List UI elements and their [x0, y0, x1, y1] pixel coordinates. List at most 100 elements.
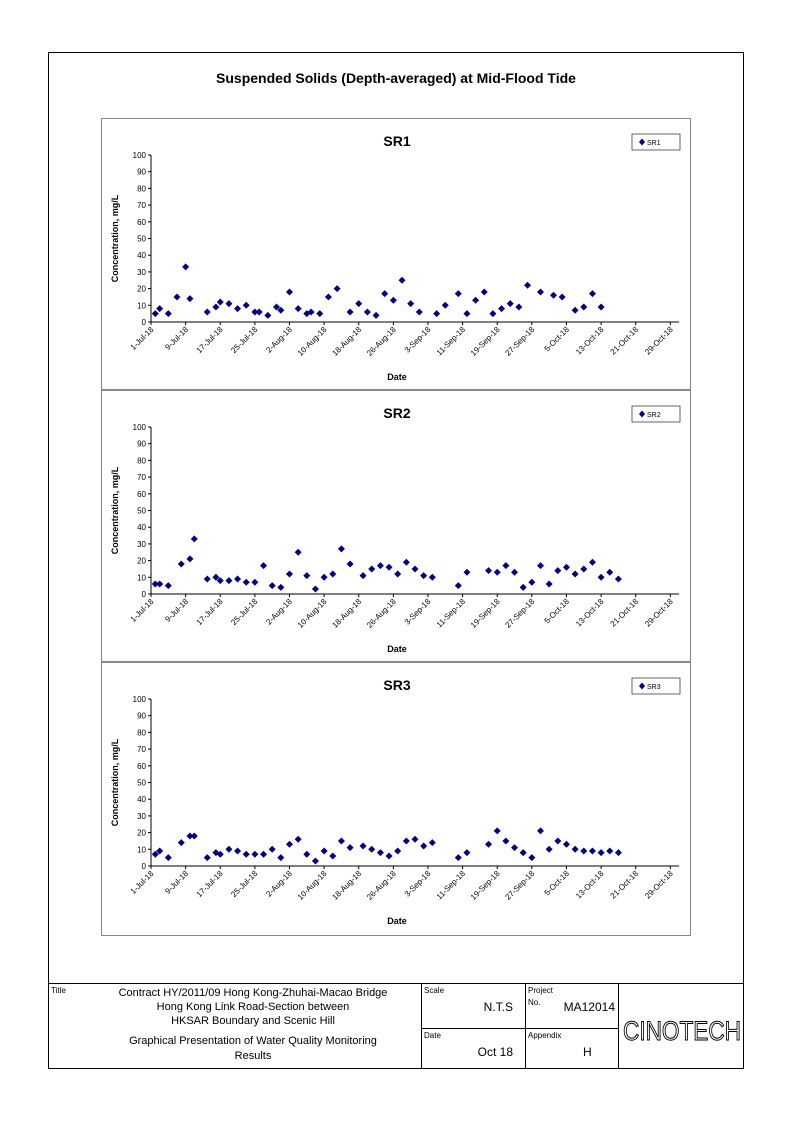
data-point	[346, 844, 354, 852]
x-axis-title: Date	[387, 916, 407, 926]
data-point	[368, 565, 376, 573]
x-tick-label: 27-Sep-18	[503, 325, 536, 358]
x-axis-title: Date	[387, 644, 407, 654]
logo-text: CINOTECH	[623, 1016, 741, 1046]
data-point	[588, 558, 596, 566]
data-point	[614, 575, 622, 583]
data-point	[562, 563, 570, 571]
data-point	[454, 290, 462, 298]
data-point	[463, 568, 471, 576]
x-tick-label: 13-Oct-18	[574, 325, 606, 357]
data-point	[588, 847, 596, 855]
data-point	[225, 577, 233, 585]
x-tick-label: 11-Sep-18	[435, 597, 468, 630]
x-tick-label: 26-Aug-18	[365, 597, 398, 630]
data-point	[260, 850, 268, 858]
data-point	[614, 849, 622, 857]
x-tick-label: 29-Oct-18	[643, 869, 675, 901]
y-tick-label: 100	[133, 423, 147, 432]
scale-cell: Scale N.T.S	[421, 983, 526, 1029]
y-tick-label: 30	[137, 812, 146, 821]
data-point	[303, 572, 311, 580]
x-tick-label: 11-Sep-18	[435, 325, 468, 358]
data-point	[164, 310, 172, 318]
y-axis-title: Concentration, mg/L	[110, 194, 120, 282]
data-point	[329, 852, 337, 860]
data-point	[203, 854, 211, 862]
data-point	[216, 577, 224, 585]
data-point	[234, 305, 242, 313]
data-point	[337, 545, 345, 553]
chart-title: SR2	[383, 405, 410, 421]
data-point	[597, 849, 605, 857]
data-point	[216, 850, 224, 858]
data-point	[545, 845, 553, 853]
appendix-label: Appendix	[528, 1031, 562, 1040]
data-point	[285, 288, 293, 296]
data-point	[524, 281, 532, 289]
data-point	[234, 847, 242, 855]
project-value: MA12014	[563, 1000, 615, 1014]
data-point	[549, 291, 557, 299]
x-tick-label: 18-Aug-18	[330, 869, 363, 902]
data-point	[433, 310, 441, 318]
data-point	[402, 837, 410, 845]
data-point	[273, 303, 281, 311]
data-point	[562, 840, 570, 848]
data-point	[485, 567, 493, 575]
data-point	[428, 573, 436, 581]
data-point	[251, 850, 259, 858]
x-tick-label: 2-Aug-18	[264, 597, 294, 627]
legend-marker	[639, 682, 645, 690]
project-cell: Project No. MA12014	[525, 983, 619, 1029]
x-axis-title: Date	[387, 372, 407, 382]
data-point	[463, 310, 471, 318]
data-point	[182, 263, 190, 271]
data-point	[260, 562, 268, 570]
data-point	[528, 854, 536, 862]
y-tick-label: 0	[142, 590, 147, 599]
y-tick-label: 60	[137, 218, 146, 227]
data-point	[493, 827, 501, 835]
x-tick-label: 2-Aug-18	[264, 325, 294, 355]
data-point	[324, 293, 332, 301]
data-point	[571, 845, 579, 853]
data-point	[320, 847, 328, 855]
data-point	[156, 305, 164, 313]
data-point	[454, 582, 462, 590]
data-point	[285, 570, 293, 578]
logo-cell: CINOTECH	[618, 983, 744, 1069]
data-point	[511, 844, 519, 852]
data-point	[515, 303, 523, 311]
data-point	[225, 300, 233, 308]
y-tick-label: 70	[137, 473, 146, 482]
data-point	[359, 842, 367, 850]
date-label: Date	[424, 1031, 441, 1040]
y-tick-label: 10	[137, 301, 146, 310]
data-point	[441, 301, 449, 309]
x-tick-label: 21-Oct-18	[609, 325, 641, 357]
contract-title-line-2: Hong Kong Link Road-Section between	[156, 1001, 350, 1013]
y-tick-label: 50	[137, 779, 146, 788]
y-tick-label: 100	[133, 695, 147, 704]
x-tick-label: 17-Jul-18	[195, 869, 225, 899]
data-point	[316, 310, 324, 318]
data-point	[415, 308, 423, 316]
x-tick-label: 10-Aug-18	[296, 325, 329, 358]
chart-panel-sr3: SR3 0 10 20 30 40 50 60 70 80 90 100 1-Jul-18 9-Jul-1…	[101, 662, 691, 936]
contract-title-line-3: HKSAR Boundary and Scenic Hill	[171, 1015, 335, 1027]
y-tick-label: 30	[137, 540, 146, 549]
y-tick-label: 20	[137, 829, 146, 838]
chart-title: SR1	[383, 133, 410, 149]
data-point	[588, 290, 596, 298]
y-tick-label: 90	[137, 440, 146, 449]
data-point	[389, 296, 397, 304]
y-tick-label: 10	[137, 845, 146, 854]
data-point	[242, 578, 250, 586]
data-point	[558, 293, 566, 301]
x-tick-label: 27-Sep-18	[503, 869, 536, 902]
data-point	[498, 305, 506, 313]
contract-title-line-1: Contract HY/2011/09 Hong Kong-Zhuhai-Mac…	[118, 987, 388, 999]
y-tick-label: 30	[137, 268, 146, 277]
data-point	[268, 845, 276, 853]
